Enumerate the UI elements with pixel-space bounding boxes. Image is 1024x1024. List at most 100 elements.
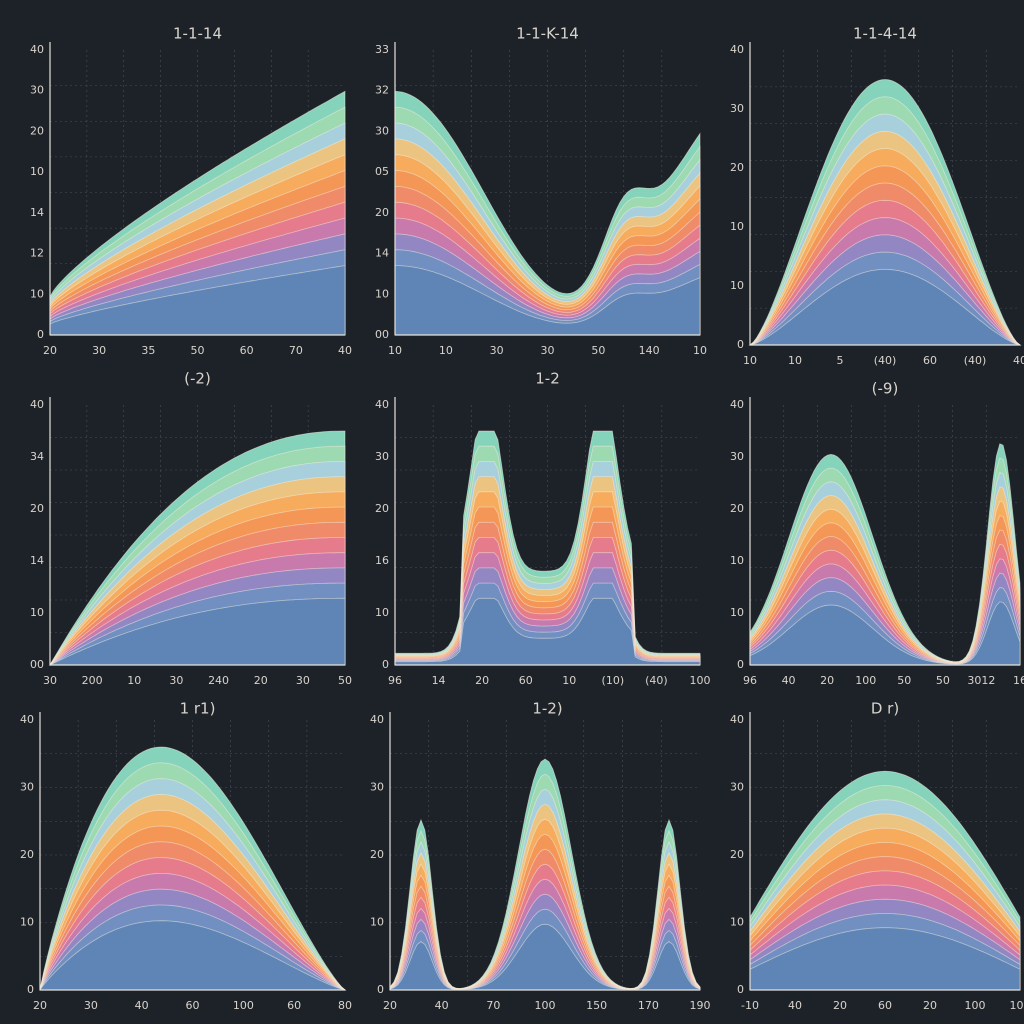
- y-tick-label: 30: [375, 124, 389, 137]
- x-tick-label: 35: [141, 344, 155, 357]
- y-tick-label: 40: [30, 43, 44, 56]
- y-tick-label: 0: [37, 328, 44, 341]
- panel-caption: 1 r1): [180, 700, 216, 718]
- x-tick-label: 10: [562, 674, 576, 687]
- x-tick-label: 50: [338, 674, 352, 687]
- x-tick-label: 50: [897, 674, 911, 687]
- x-tick-label: 50: [191, 344, 205, 357]
- x-tick-label: 80: [338, 999, 352, 1012]
- y-tick-label: 0: [737, 338, 744, 351]
- y-tick-label: 40: [375, 398, 389, 411]
- x-tick-label: 50: [936, 674, 950, 687]
- y-tick-label: 0: [737, 983, 744, 996]
- x-tick-label: 10: [743, 354, 757, 367]
- x-tick-label: 14: [432, 674, 446, 687]
- x-tick-label: 96: [388, 674, 402, 687]
- x-tick-label: 60: [878, 999, 892, 1012]
- y-tick-label: 12: [30, 247, 44, 260]
- y-tick-label: 05: [375, 165, 389, 178]
- y-tick-label: 20: [375, 502, 389, 515]
- y-tick-label: 20: [730, 848, 744, 861]
- y-tick-label: 14: [30, 206, 44, 219]
- y-tick-label: 40: [730, 398, 744, 411]
- x-tick-label: 40: [1013, 354, 1024, 367]
- curve-band: [394, 597, 701, 666]
- x-tick-label: 60: [186, 999, 200, 1012]
- y-tick-label: 30: [370, 781, 384, 794]
- y-tick-label: 20: [30, 502, 44, 515]
- panel-title: 1-1-4-14: [853, 25, 917, 43]
- y-tick-label: 20: [30, 124, 44, 137]
- y-tick-label: 20: [375, 206, 389, 219]
- x-tick-label: 60: [240, 344, 254, 357]
- x-tick-label: 200: [82, 674, 103, 687]
- x-tick-label: 70: [289, 344, 303, 357]
- y-tick-label: 10: [730, 606, 744, 619]
- y-tick-label: 10: [30, 287, 44, 300]
- panel-caption: 1-2): [532, 700, 562, 718]
- x-tick-label: 20: [475, 674, 489, 687]
- panel: -1040206020100100403020100: [730, 712, 1024, 1012]
- x-tick-label: 60: [519, 674, 533, 687]
- x-tick-label: 10: [693, 344, 707, 357]
- x-tick-label: 60: [287, 999, 301, 1012]
- y-tick-label: 10: [375, 287, 389, 300]
- y-tick-label: 40: [370, 713, 384, 726]
- x-tick-label: (40): [645, 674, 668, 687]
- panel: 10 10 5 (40) 60 (40) 40 40 30 20 10 10 0 1-1-4-14 (-9): [730, 25, 1024, 398]
- x-tick-label: 60: [923, 354, 937, 367]
- y-tick-label: 10: [30, 606, 44, 619]
- y-tick-label: 30: [730, 781, 744, 794]
- y-tick-label: 40: [730, 43, 744, 56]
- x-tick-label: 140: [639, 344, 660, 357]
- y-tick-label: 33: [375, 43, 389, 56]
- x-tick-label: 20: [820, 674, 834, 687]
- x-tick-label: 30: [296, 674, 310, 687]
- curve-band: [394, 265, 701, 336]
- x-tick-label: (10): [602, 674, 625, 687]
- panel-title: 1-1-14: [173, 25, 222, 43]
- x-tick-label: (40): [874, 354, 897, 367]
- y-tick-label: 40: [730, 713, 744, 726]
- x-tick-label: 20: [383, 999, 397, 1012]
- x-tick-label: 100: [1010, 999, 1024, 1012]
- y-tick-label: 40: [20, 713, 34, 726]
- curve-band: [49, 597, 346, 666]
- panel: 30 200 10 30 240 20 30 50 40 34 20 14 10 00 1 r1): [30, 397, 352, 718]
- y-tick-label: 0: [377, 983, 384, 996]
- x-tick-label: 30: [169, 674, 183, 687]
- y-tick-label: 00: [375, 328, 389, 341]
- x-tick-label: 20: [43, 344, 57, 357]
- y-tick-label: 14: [30, 554, 44, 567]
- y-tick-label: 34: [30, 450, 44, 463]
- x-tick-label: 40: [338, 344, 352, 357]
- y-tick-label: 30: [730, 450, 744, 463]
- x-tick-label: 100: [535, 999, 556, 1012]
- y-tick-label: 0: [27, 983, 34, 996]
- curve-band: [389, 923, 701, 991]
- x-tick-label: 240: [208, 674, 229, 687]
- x-tick-label: 30: [490, 344, 504, 357]
- x-tick-label: 40: [788, 999, 802, 1012]
- x-tick-label: 100: [855, 674, 876, 687]
- x-tick-label: 100: [233, 999, 254, 1012]
- panel-caption: D r): [871, 700, 899, 718]
- y-tick-label: 00: [30, 658, 44, 671]
- panel-title: 1-1-K-14: [516, 25, 579, 43]
- x-tick-label: 40: [782, 674, 796, 687]
- y-tick-label: 10: [20, 916, 34, 929]
- x-tick-label: 70: [486, 999, 500, 1012]
- y-tick-label: 20: [370, 848, 384, 861]
- y-tick-label: 20: [730, 502, 744, 515]
- y-tick-label: 10: [730, 220, 744, 233]
- curve-band: [39, 920, 346, 991]
- x-tick-label: 50: [591, 344, 605, 357]
- x-tick-label: 5: [837, 354, 844, 367]
- x-tick-label: 20: [923, 999, 937, 1012]
- x-tick-label: 96: [743, 674, 757, 687]
- y-tick-label: 16: [375, 554, 389, 567]
- x-tick-label: 150: [586, 999, 607, 1012]
